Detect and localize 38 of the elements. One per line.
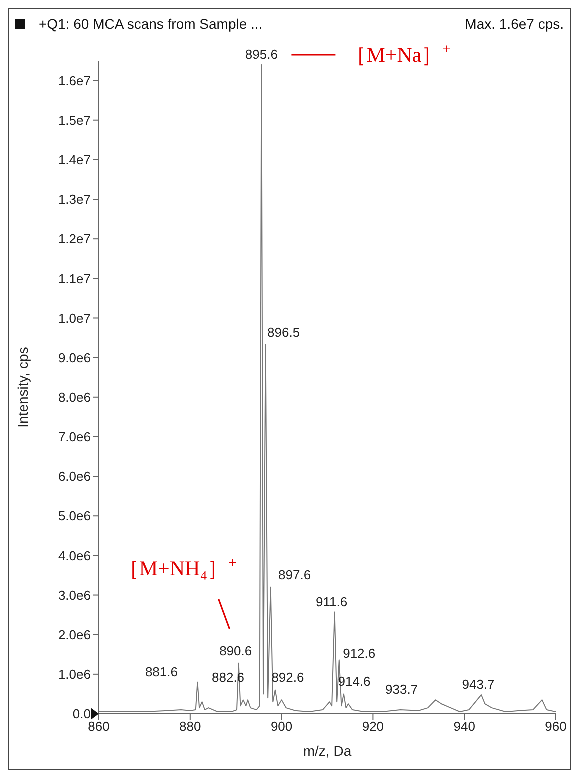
annotation: 933.7 xyxy=(386,682,418,698)
y-tick-label: 2.0e6 xyxy=(58,627,91,642)
y-tick-label: 0.0 xyxy=(72,706,91,722)
y-tick-label: 1.3e7 xyxy=(58,192,91,208)
annotation: 896.5 xyxy=(268,324,300,340)
annotation: 911.6 xyxy=(316,594,348,610)
y-tick-label: 3.0e6 xyxy=(58,588,91,603)
chart-subtitle: Max. 1.6e7 cps. xyxy=(465,16,564,32)
y-tick-label: 1.1e7 xyxy=(58,271,91,286)
y-tick-label: 4.0e6 xyxy=(58,548,91,564)
annotation: 881.6 xyxy=(145,664,178,680)
annotation: 890.6 xyxy=(220,643,252,658)
x-tick-label: 880 xyxy=(180,719,202,734)
x-tick-label: 860 xyxy=(88,719,110,734)
y-tick-label: 1.5e7 xyxy=(58,112,91,128)
chart-title: +Q1: 60 MCA scans from Sample ... xyxy=(39,16,263,32)
y-tick-label: 9.0e6 xyxy=(58,350,91,366)
x-tick-label: 900 xyxy=(270,719,293,734)
x-tick-label: 940 xyxy=(454,719,476,734)
annotation: 895.6 xyxy=(245,46,278,62)
y-tick-label: 1.4e7 xyxy=(58,152,91,168)
y-tick-label: 1.6e7 xyxy=(58,73,91,88)
annotation: 912.6 xyxy=(343,646,376,662)
y-tick-label: 6.0e6 xyxy=(58,469,91,484)
y-tick-label: 1.2e7 xyxy=(58,232,91,247)
y-axis-title: Intensity, cps xyxy=(14,347,31,428)
x-tick-label: 920 xyxy=(362,719,384,734)
y-tick-label: 7.0e6 xyxy=(58,430,91,445)
annotation: ［M+NH₄］$^{+}$ xyxy=(118,555,237,580)
x-axis-title: m/z, Da xyxy=(303,743,352,759)
annotation: 897.6 xyxy=(278,567,312,582)
y-tick-label: 5.0e6 xyxy=(58,508,91,524)
annotation: 943.7 xyxy=(462,677,495,692)
y-tick-label: 1.0e6 xyxy=(58,667,91,682)
annotation: ［M+Na］$^{+}$ xyxy=(346,42,452,67)
y-tick-label: 8.0e6 xyxy=(58,390,91,406)
y-tick-label: 1.0e7 xyxy=(58,310,91,326)
x-tick-label: 960 xyxy=(545,719,567,734)
